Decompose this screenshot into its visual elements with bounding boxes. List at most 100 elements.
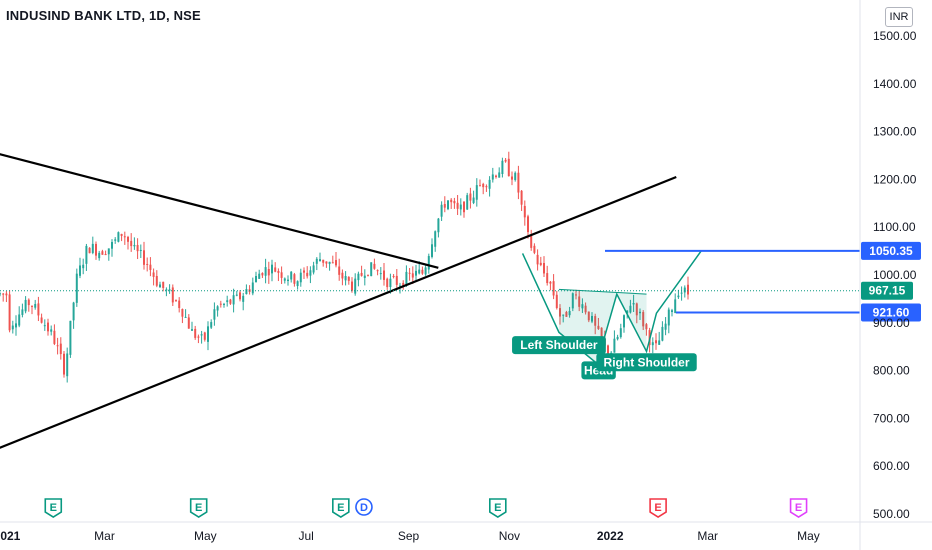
candle-body <box>277 270 280 273</box>
earnings-marker-icon[interactable] <box>789 498 808 518</box>
candle-body <box>504 159 507 162</box>
candle-body <box>219 303 222 305</box>
x-tick-label: Jul <box>298 529 313 543</box>
candle-body <box>370 262 373 277</box>
level-price-label: 1050.35 <box>869 244 913 258</box>
ascending-trendline[interactable] <box>0 175 677 449</box>
candle-body <box>223 303 225 305</box>
currency-badge[interactable]: INR <box>885 7 913 27</box>
candle-body <box>139 249 142 251</box>
candle-body <box>194 328 197 338</box>
candle-body <box>303 270 305 273</box>
candle-series <box>0 151 689 383</box>
candle-body <box>408 272 411 274</box>
pattern-outline[interactable] <box>521 250 702 365</box>
candle-body <box>331 262 334 264</box>
candle-body <box>319 259 321 262</box>
candle-body <box>75 273 78 303</box>
pattern-label-box[interactable] <box>596 353 697 372</box>
candle-body <box>136 244 139 252</box>
y-tick-label: 500.00 <box>873 507 910 521</box>
earnings-marker-icon[interactable] <box>189 498 208 518</box>
level-price-tag[interactable] <box>861 303 921 322</box>
event-marker-label: E <box>195 502 202 514</box>
candle-body <box>655 340 657 344</box>
event-marker-label: E <box>654 502 661 514</box>
candle-body <box>581 304 584 309</box>
pattern-label-right-shoulder: Right Shoulder <box>604 355 690 369</box>
event-marker-label: E <box>337 502 344 514</box>
dividend-marker-icon[interactable] <box>355 498 373 516</box>
candle-body <box>287 279 289 282</box>
pattern-labels[interactable]: Left ShoulderHeadRight Shoulder <box>512 336 697 380</box>
candle-body <box>575 294 577 296</box>
candle-body <box>261 273 264 276</box>
candle-body <box>146 263 149 265</box>
candle-body <box>360 272 363 276</box>
candle-body <box>559 308 561 317</box>
last-price-tag[interactable] <box>861 281 913 300</box>
x-tick-label: Nov <box>499 529 520 543</box>
candle-body <box>187 317 190 329</box>
candle-body <box>539 262 542 266</box>
y-tick-label: 1400.00 <box>873 77 917 91</box>
candle-body <box>155 275 158 286</box>
x-tick-label: 2021 <box>0 529 21 543</box>
descending-trendline[interactable] <box>0 153 439 269</box>
earnings-marker-icon[interactable] <box>649 498 667 518</box>
candle-body <box>546 273 549 284</box>
trendlines[interactable] <box>0 153 677 449</box>
candle-body <box>309 270 312 276</box>
candle-body <box>555 294 558 309</box>
candle-body <box>427 256 430 270</box>
pattern-label-box[interactable] <box>512 336 606 355</box>
time-axis[interactable]: 2021 Mar May Jul Sep Nov 2022 Mar May <box>0 529 820 543</box>
candle-body <box>443 204 446 208</box>
candle-body <box>296 281 299 287</box>
candle-body <box>479 185 481 187</box>
earnings-marker-icon[interactable] <box>489 498 507 518</box>
x-tick-label: Mar <box>697 529 718 543</box>
y-tick-label: 900.00 <box>873 316 910 330</box>
horizontal-levels[interactable]: 1050.35 921.60 967.15 <box>0 241 921 322</box>
candle-body <box>69 320 72 355</box>
candle-body <box>399 285 401 287</box>
candle-body <box>8 294 11 331</box>
candle-body <box>447 200 449 210</box>
candle-body <box>395 275 398 285</box>
candle-body <box>671 310 673 313</box>
candle-body <box>635 303 638 316</box>
chart-title: INDUSIND BANK LTD, 1D, NSE <box>6 8 201 23</box>
candle-body <box>264 267 267 276</box>
candle-body <box>613 338 616 353</box>
candle-body <box>226 300 229 303</box>
candle-body <box>472 197 475 203</box>
candle-body <box>632 303 635 305</box>
candle-body <box>120 233 123 236</box>
level-price-tag[interactable] <box>861 241 921 260</box>
candle-body <box>159 284 161 288</box>
candle-body <box>15 323 17 328</box>
y-tick-label: 1300.00 <box>873 125 917 139</box>
candle-body <box>344 276 347 281</box>
pattern-neckline[interactable] <box>558 288 647 295</box>
candle-body <box>664 323 667 330</box>
candle-body <box>123 236 126 238</box>
earnings-marker-icon[interactable] <box>44 498 63 518</box>
candle-body <box>667 309 670 326</box>
event-marker-label: E <box>50 502 57 514</box>
y-tick-label: 600.00 <box>873 459 910 473</box>
x-tick-label: Sep <box>398 529 420 543</box>
candle-body <box>130 240 133 247</box>
candle-body <box>661 326 664 341</box>
candle-body <box>594 316 597 326</box>
candle-body <box>56 345 59 347</box>
candle-body <box>290 271 293 280</box>
candle-body <box>376 270 379 272</box>
y-tick-label: 1000.00 <box>873 268 917 282</box>
candle-body <box>91 243 94 253</box>
earnings-marker-icon[interactable] <box>332 498 350 518</box>
